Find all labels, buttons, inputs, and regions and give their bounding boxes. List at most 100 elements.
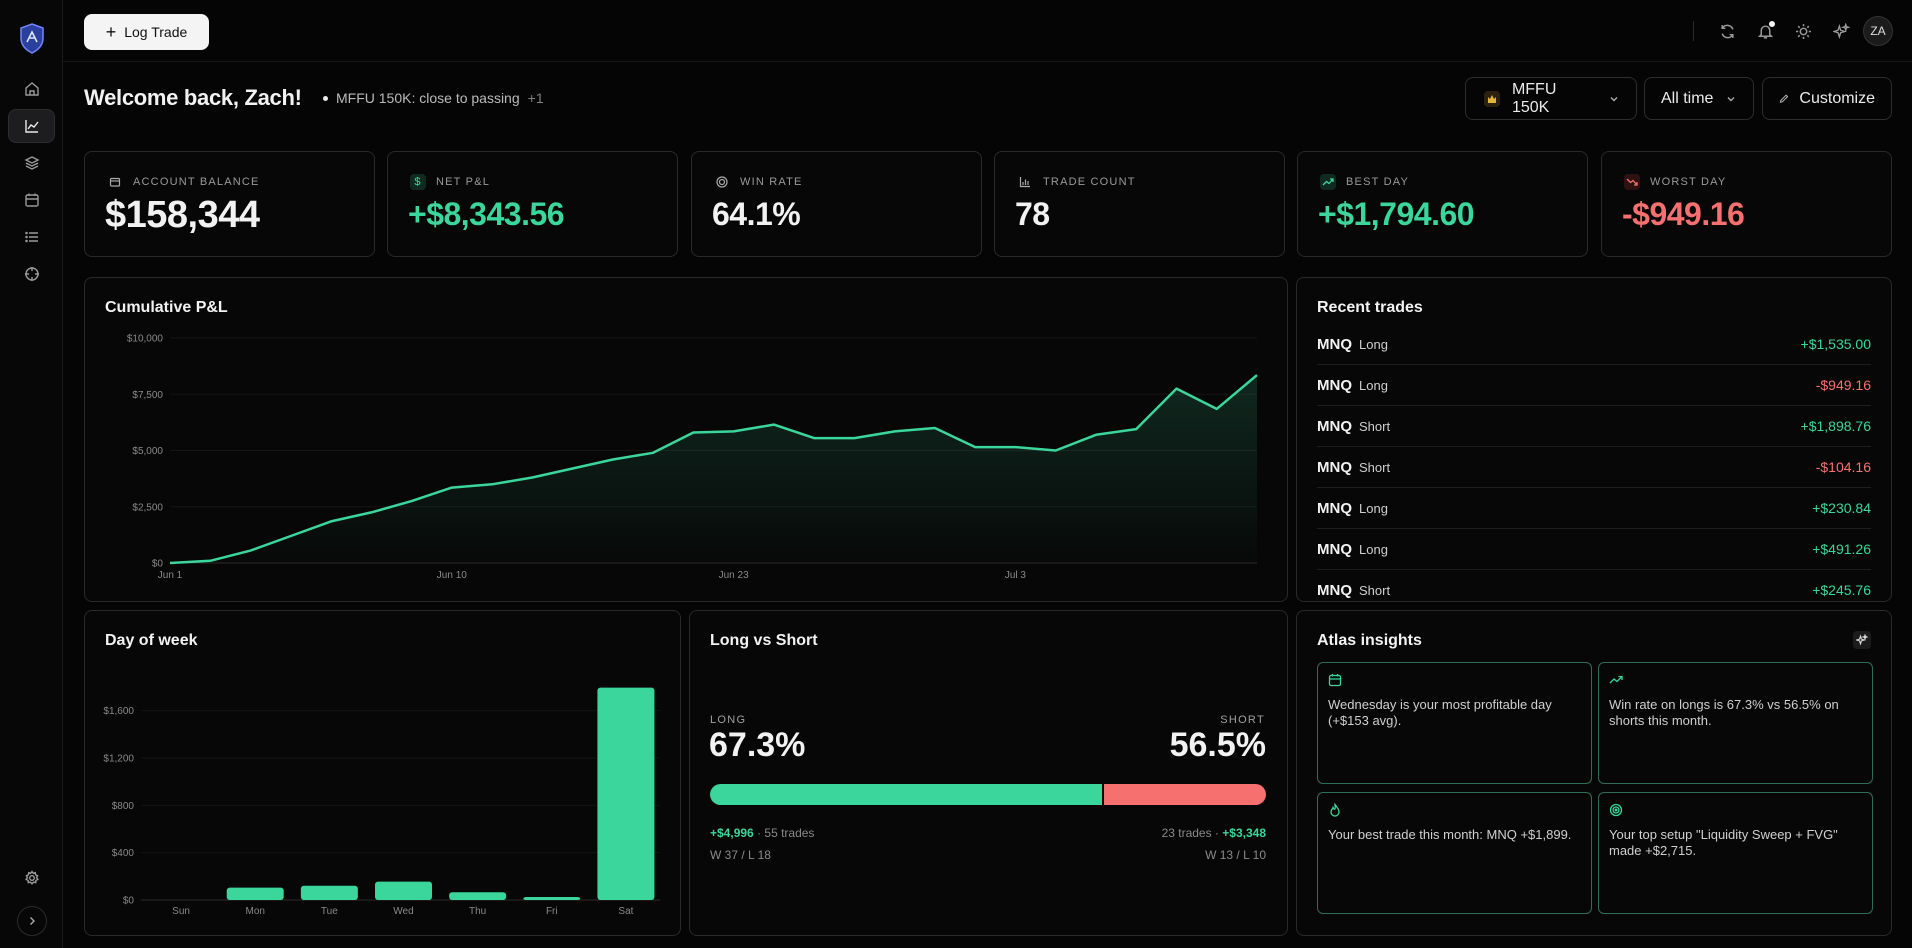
trade-row[interactable]: MNQ Short +$245.76	[1317, 570, 1871, 601]
long-vs-short-card: Long vs Short	[689, 610, 1288, 936]
settings-gear-icon[interactable]	[8, 861, 55, 895]
atlas-insights-card: Atlas insights Wednesday is your most pr…	[1296, 610, 1892, 936]
x-tick-label: Tue	[321, 906, 338, 917]
insight-text: Win rate on longs is 67.3% vs 56.5% on s…	[1609, 697, 1839, 728]
customize-label: Customize	[1799, 89, 1875, 107]
welcome-heading: Welcome back, Zach!	[84, 85, 302, 110]
notification-bell-icon[interactable]	[1753, 19, 1777, 43]
stat-label-row: ACCOUNT BALANCE	[107, 174, 260, 190]
day-bar	[226, 887, 284, 900]
trade-pnl: -$104.16	[1815, 459, 1871, 475]
dollar-icon: $	[410, 174, 426, 190]
stat-label: TRADE COUNT	[1043, 176, 1136, 188]
insight-card[interactable]: Your best trade this month: MNQ +$1,899.	[1317, 792, 1592, 914]
recent-trades-title: Recent trades	[1317, 299, 1423, 316]
cumulative-pnl-area	[170, 375, 1257, 563]
insight-card[interactable]: Your top setup "Liquidity Sweep + FVG" m…	[1598, 792, 1873, 914]
trade-side: Long	[1359, 377, 1388, 393]
long-win-rate: 67.3%	[709, 726, 806, 764]
trade-side: Long	[1359, 500, 1388, 516]
y-tick-label: $1,600	[103, 706, 134, 717]
day-of-week-card: Day of week $1,600 $1,200 $800 $400 $0 Sun Mo…	[84, 610, 681, 936]
trade-row[interactable]: MNQ Long +$1,535.00	[1317, 324, 1871, 365]
day-bar	[597, 687, 655, 900]
notification-dot	[1769, 21, 1775, 27]
status-text: MFFU 150K: close to passing	[336, 90, 520, 106]
calendar-nav-icon[interactable]	[8, 183, 55, 217]
long-pnl: +$4,996	[710, 826, 754, 840]
trade-pnl: +$491.26	[1812, 541, 1871, 557]
day-of-week-chart: $1,600 $1,200 $800 $400 $0 Sun Mon Tue Wed Thu Fr…	[103, 687, 660, 917]
topbar-divider	[1693, 21, 1694, 41]
trade-side: Short	[1359, 582, 1391, 598]
pencil-icon	[1779, 94, 1789, 103]
stat-card-net-pnl: $ NET P&L +$8,343.56	[387, 151, 678, 257]
trade-row[interactable]: MNQ Short +$1,898.76	[1317, 406, 1871, 447]
y-tick-label: $400	[112, 848, 135, 859]
account-selector-dropdown[interactable]: MFFU 150K	[1465, 77, 1637, 120]
cumulative-pnl-line	[169, 374, 1258, 565]
sidebar	[0, 0, 63, 948]
trade-row[interactable]: MNQ Long +$230.84	[1317, 488, 1871, 529]
flame-icon	[1330, 802, 1340, 817]
chevron-down-icon	[1727, 96, 1735, 101]
log-trade-button[interactable]: + Log Trade	[84, 14, 209, 50]
trade-row[interactable]: MNQ Long +$491.26	[1317, 529, 1871, 570]
user-avatar[interactable]: ZA	[1863, 16, 1893, 46]
trend-up-icon	[1609, 675, 1623, 684]
status-dot	[323, 95, 328, 101]
trade-row[interactable]: MNQ Long -$949.16	[1317, 365, 1871, 406]
short-win-loss: W 13 / L 10	[1205, 848, 1266, 862]
cumulative-pnl-card: Cumulative P&L $10,000 $7,500 $5,000 $2,500…	[84, 277, 1288, 602]
short-summary: 23 trades · +$3,348	[1162, 826, 1266, 840]
stat-card-account-balance: ACCOUNT BALANCE $158,344	[84, 151, 375, 257]
x-tick-label: Jul 3	[1005, 570, 1027, 581]
insights-sparkle-icon[interactable]	[1853, 631, 1871, 649]
expand-sidebar-chevron-icon[interactable]	[17, 906, 47, 936]
log-trade-label: Log Trade	[124, 24, 188, 40]
trade-symbol: MNQ	[1317, 540, 1352, 558]
trade-pnl: +$230.84	[1812, 500, 1871, 516]
trade-row[interactable]: MNQ Short -$104.16	[1317, 447, 1871, 488]
chevron-down-icon	[1610, 96, 1618, 101]
y-tick-label: $0	[123, 896, 135, 907]
x-tick-label: Mon	[245, 906, 264, 917]
trade-symbol: MNQ	[1317, 417, 1352, 435]
day-bar	[300, 885, 358, 900]
analytics-nav-icon[interactable]	[8, 109, 55, 143]
stat-label-row: BEST DAY	[1320, 174, 1409, 190]
stat-value: -$949.16	[1622, 196, 1745, 232]
account-badge-icon	[1483, 90, 1500, 107]
list-nav-icon[interactable]	[8, 220, 55, 254]
stat-value: +$1,794.60	[1318, 196, 1475, 232]
customize-button[interactable]: Customize	[1762, 77, 1892, 120]
insight-text: Your best trade this month: MNQ +$1,899.	[1328, 827, 1572, 842]
account-status[interactable]: MFFU 150K: close to passing +1	[323, 90, 544, 106]
stat-label: BEST DAY	[1346, 176, 1409, 188]
trade-side: Long	[1359, 541, 1388, 557]
refresh-icon[interactable]	[1715, 19, 1739, 43]
trade-side: Short	[1359, 418, 1391, 434]
time-range-dropdown[interactable]: All time	[1644, 77, 1754, 120]
layers-nav-icon[interactable]	[8, 146, 55, 180]
sparkle-ai-icon[interactable]	[1829, 19, 1853, 43]
stat-value: 78	[1015, 196, 1050, 232]
recent-trades-card: Recent trades MNQ Long +$1,535.00 MNQ Long -$…	[1296, 277, 1892, 602]
theme-sun-icon[interactable]	[1791, 19, 1815, 43]
stat-value: +$8,343.56	[408, 196, 565, 232]
day-bar	[523, 897, 581, 900]
trade-symbol: MNQ	[1317, 581, 1352, 599]
crosshair-nav-icon[interactable]	[8, 257, 55, 291]
x-tick-label: Thu	[469, 906, 486, 917]
insight-card[interactable]: Win rate on longs is 67.3% vs 56.5% on s…	[1598, 662, 1873, 784]
insight-card[interactable]: Wednesday is your most profitable day (+…	[1317, 662, 1592, 784]
stat-label: WIN RATE	[740, 176, 803, 188]
home-nav-icon[interactable]	[8, 72, 55, 106]
trade-symbol: MNQ	[1317, 335, 1352, 353]
stat-label-row: $ NET P&L	[410, 174, 490, 190]
shield-logo-icon[interactable]	[19, 23, 45, 54]
long-share-bar	[710, 784, 1102, 805]
trend-up-icon	[1320, 174, 1336, 190]
short-trades: 23 trades ·	[1161, 826, 1219, 840]
